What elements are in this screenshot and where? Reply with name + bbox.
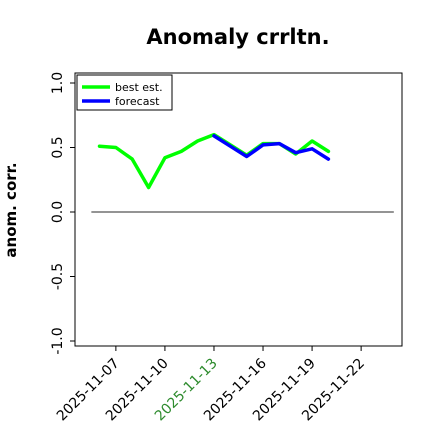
chart-title: Anomaly crrltn.	[146, 25, 329, 49]
series-layer	[97, 132, 331, 190]
y-tick-label: 0.5	[50, 136, 66, 158]
x-axis: 2025-11-072025-11-102025-11-132025-11-16…	[54, 346, 368, 424]
y-tick-label: 0.0	[50, 201, 66, 223]
legend-label-best-est: best est.	[115, 81, 163, 94]
y-tick-label: -0.5	[50, 263, 66, 290]
y-axis: -1.0 -0.5 0.0 0.5 1.0	[50, 72, 75, 355]
legend-label-forecast: forecast	[115, 95, 160, 108]
legend: best est. forecast	[76, 74, 173, 111]
series-line-best-est	[97, 132, 331, 190]
legend-box	[76, 74, 173, 111]
plot-frame	[74, 72, 403, 347]
y-tick-label: -1.0	[50, 327, 66, 354]
series-line-forecast	[212, 134, 331, 161]
y-axis-label: anom. corr.	[2, 162, 20, 257]
y-tick-label: 1.0	[50, 72, 66, 94]
